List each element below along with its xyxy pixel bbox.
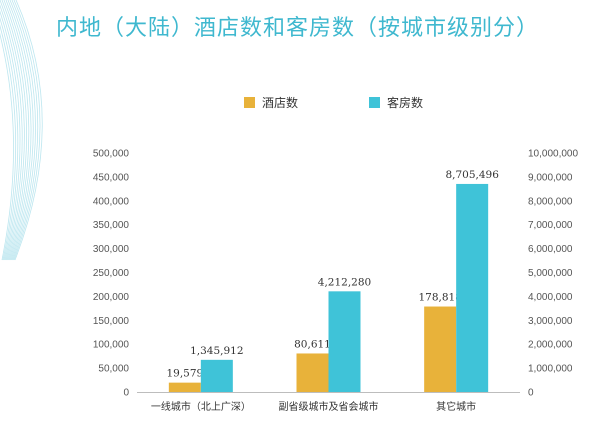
y-left-tick-label: 150,000	[93, 316, 130, 327]
rooms-bar-1	[328, 291, 361, 392]
wireframe-line	[0, 24, 17, 261]
decorative-wireframe-graphic	[0, 0, 43, 261]
hotels-bar-2	[424, 306, 457, 392]
wireframe-line	[3, 0, 30, 261]
y-right-tick-label: 1,000,000	[528, 364, 573, 375]
wireframe-line	[13, 0, 41, 261]
rooms-data-label-2: 8,705,496	[445, 169, 499, 181]
legend-swatch-rooms	[369, 97, 380, 108]
hotels-data-label-2: 178,818	[418, 292, 461, 304]
rooms-data-label-1: 4,212,280	[318, 276, 371, 288]
y-left-tick-label: 0	[123, 388, 129, 399]
y-right-tick-label: 6,000,000	[528, 244, 573, 255]
y-left-tick-label: 450,000	[93, 172, 130, 183]
wireframe-line	[9, 0, 36, 261]
rooms-data-label-0: 1,345,912	[190, 345, 243, 357]
y-left-tick-label: 500,000	[93, 149, 130, 160]
y-right-tick-label: 5,000,000	[528, 268, 573, 279]
y-right-tick-label: 9,000,000	[528, 172, 573, 183]
y-right-tick-label: 10,000,000	[528, 149, 578, 160]
wireframe-line	[0, 10, 21, 261]
y-left-tick-label: 300,000	[93, 244, 130, 255]
rooms-bar-0	[200, 359, 233, 392]
y-right-tick-label: 8,000,000	[528, 196, 573, 207]
wireframe-line	[1, 0, 28, 261]
wireframe-line	[0, 33, 14, 261]
legend-label-hotels: 酒店数	[262, 95, 298, 110]
wireframe-line	[11, 0, 39, 261]
x-category-label-1: 副省级城市及省会城市	[279, 400, 379, 413]
y-left-tick-label: 100,000	[93, 340, 130, 351]
wireframe-line	[14, 0, 43, 261]
wireframe-line	[0, 17, 19, 261]
hotels-data-label-1: 80,611	[294, 338, 331, 350]
y-left-tick-label: 200,000	[93, 292, 130, 303]
y-right-tick-label: 7,000,000	[528, 220, 573, 231]
rooms-bar-2	[456, 183, 489, 392]
page-title: 内地（大陆）酒店数和客房数（按城市级别分）	[55, 16, 539, 41]
hotels-bar-0	[168, 382, 201, 392]
y-right-tick-label: 4,000,000	[528, 292, 573, 303]
wireframe-line	[7, 0, 34, 261]
y-left-tick-label: 250,000	[93, 268, 130, 279]
x-category-label-2: 其它城市	[436, 400, 476, 413]
x-category-label-0: 一线城市（北上广深）	[151, 400, 251, 413]
wireframe-line	[0, 0, 25, 261]
wireframe-line	[5, 0, 32, 261]
hotels-bar-1	[296, 353, 329, 392]
legend-swatch-hotels	[244, 97, 255, 108]
y-left-tick-label: 50,000	[98, 364, 129, 375]
y-right-tick-label: 0	[528, 388, 534, 399]
legend-label-rooms: 客房数	[387, 95, 423, 110]
y-left-tick-label: 400,000	[93, 196, 130, 207]
y-right-tick-label: 2,000,000	[528, 340, 573, 351]
wireframe-line	[0, 4, 23, 261]
y-right-tick-label: 3,000,000	[528, 316, 573, 327]
hotels-data-label-0: 19,579	[166, 368, 203, 380]
y-left-tick-label: 350,000	[93, 220, 130, 231]
